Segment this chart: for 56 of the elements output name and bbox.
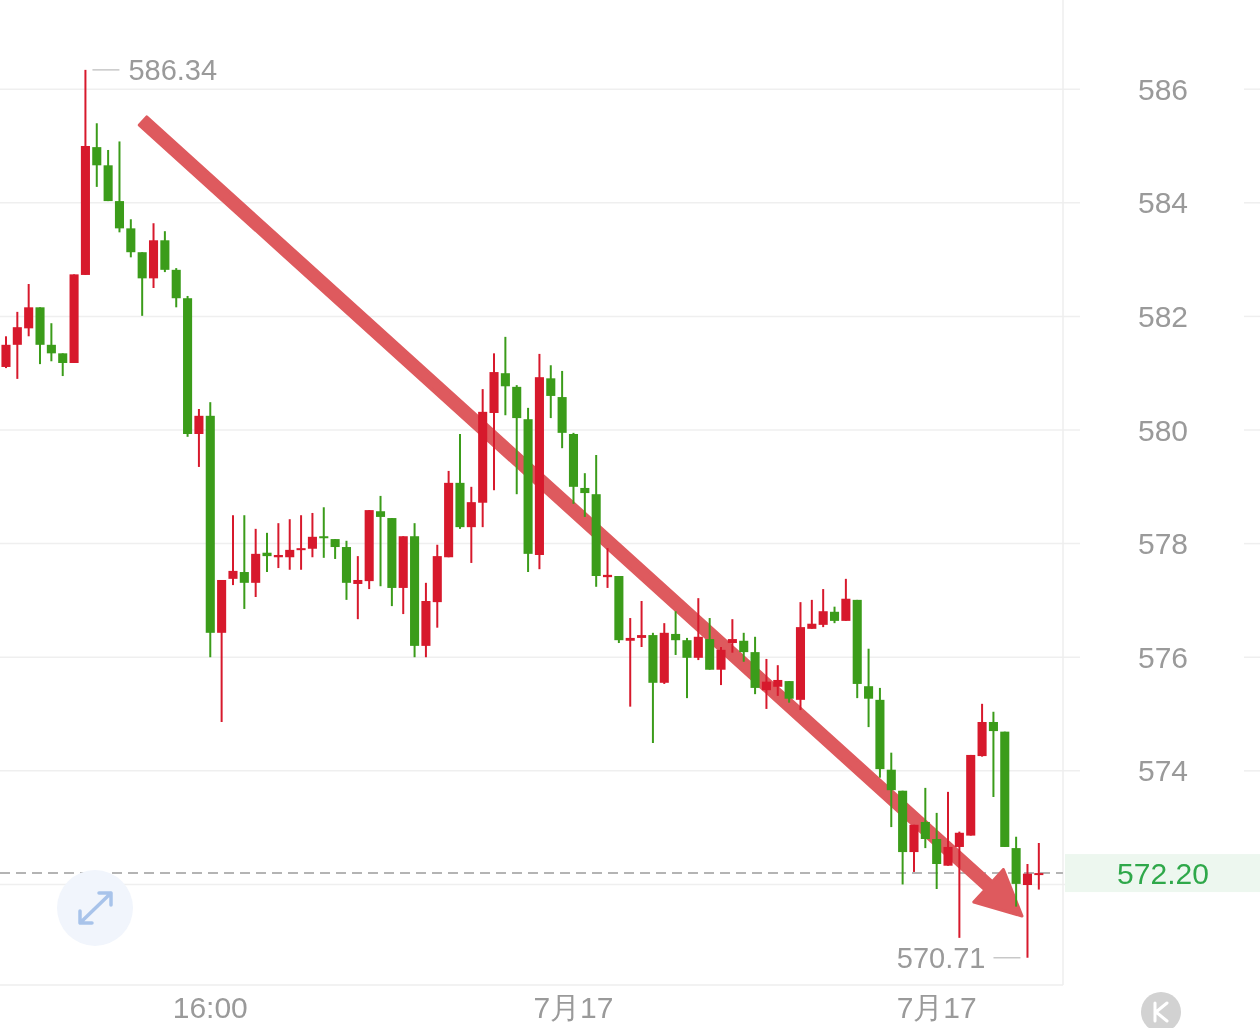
candlestick (739, 631, 749, 663)
candlestick (807, 598, 817, 630)
candlestick (920, 786, 930, 850)
candlestick (580, 472, 590, 518)
candlestick (784, 680, 794, 704)
candlestick (886, 751, 896, 829)
candlestick (285, 518, 295, 571)
candlestick (716, 646, 726, 687)
annotation: 570.71 (896, 941, 986, 974)
candlestick (262, 531, 272, 574)
candlestick (353, 555, 363, 621)
candlestick (864, 647, 874, 729)
candlestick (12, 310, 22, 380)
candlestick (296, 514, 306, 571)
candlestick (46, 322, 56, 363)
candlestick (319, 506, 329, 559)
candlestick (330, 538, 340, 560)
candlestick (693, 597, 703, 662)
candlestick (126, 218, 136, 259)
annotation: 586.34 (128, 54, 218, 87)
x-tick-label: 7月17 (896, 990, 977, 1024)
candlestick (841, 577, 851, 622)
candlestick (194, 408, 204, 468)
candlestick (546, 364, 556, 420)
candlestick (682, 636, 692, 700)
candlestick (58, 352, 68, 378)
candlestick (773, 664, 783, 697)
candlestick (988, 710, 998, 798)
candlestick (24, 283, 34, 338)
ref-line-label: 572.20 (1117, 856, 1209, 890)
candlestick (1022, 863, 1033, 959)
candlestick (818, 588, 828, 629)
candlestick (92, 122, 102, 188)
candlestick (625, 617, 635, 708)
x-tick-label: 16:00 (172, 990, 248, 1024)
y-tick-label: 578 (1137, 527, 1189, 561)
candlestick (761, 657, 771, 710)
candlestick (500, 335, 510, 417)
candlestick (375, 494, 386, 588)
y-tick-label: 576 (1137, 640, 1189, 674)
candlestick (943, 790, 953, 867)
y-tick-label: 582 (1137, 299, 1189, 333)
candlestick (228, 514, 238, 587)
y-tick-label: 584 (1137, 186, 1189, 220)
candlestick (727, 618, 737, 654)
y-tick-label: 580 (1137, 413, 1189, 447)
x-tick-label: 7月17 (533, 990, 614, 1024)
candlestick (1034, 841, 1044, 891)
candlestick (954, 830, 964, 939)
candlestick (671, 610, 681, 656)
candlestick (637, 600, 647, 649)
y-tick-label: 586 (1137, 72, 1189, 106)
candlestick (239, 514, 249, 610)
candlestick (307, 511, 317, 559)
candlestick (1, 335, 11, 370)
y-tick-label: 574 (1137, 754, 1189, 788)
